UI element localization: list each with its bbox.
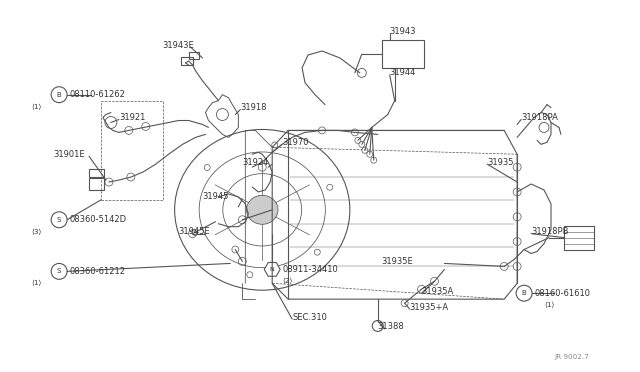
Text: JR 9002.7: JR 9002.7 — [554, 354, 589, 360]
Text: ⟨1⟩: ⟨1⟩ — [31, 103, 42, 110]
Bar — [89, 169, 104, 177]
Text: SEC.310: SEC.310 — [292, 312, 327, 321]
Text: 31945: 31945 — [202, 192, 229, 201]
Text: 31918PA: 31918PA — [521, 113, 558, 122]
Text: 31918: 31918 — [241, 103, 267, 112]
Text: 31935: 31935 — [487, 158, 514, 167]
Text: 31935A: 31935A — [422, 287, 454, 296]
Text: ⟨3⟩: ⟨3⟩ — [31, 228, 42, 235]
Text: 31944: 31944 — [390, 68, 416, 77]
Text: ⟨1⟩: ⟨1⟩ — [31, 280, 42, 286]
Text: 31935E: 31935E — [381, 257, 413, 266]
Bar — [381, 40, 424, 68]
Text: 08360-61212: 08360-61212 — [69, 267, 125, 276]
Text: B: B — [522, 290, 527, 296]
Text: 31943: 31943 — [390, 27, 416, 36]
Bar — [189, 52, 198, 59]
Text: 31970: 31970 — [282, 138, 308, 147]
Text: 31388: 31388 — [378, 323, 404, 331]
Text: B: B — [57, 92, 61, 98]
Text: 08110-61262: 08110-61262 — [69, 90, 125, 99]
Text: 31921: 31921 — [119, 113, 145, 122]
Text: ⟨1⟩: ⟨1⟩ — [544, 302, 554, 308]
Bar — [564, 226, 594, 250]
Ellipse shape — [246, 195, 278, 224]
Bar — [89, 178, 104, 190]
Text: 08911-34410: 08911-34410 — [282, 265, 338, 274]
Text: N: N — [270, 267, 275, 272]
Text: 31943E: 31943E — [163, 41, 195, 49]
Text: S: S — [57, 217, 61, 223]
Text: ⟨2⟩: ⟨2⟩ — [282, 278, 292, 285]
Text: 08360-5142D: 08360-5142D — [69, 215, 126, 224]
Bar — [180, 57, 193, 65]
Text: 31918PB: 31918PB — [531, 227, 568, 236]
Text: S: S — [57, 268, 61, 275]
Text: 08160-61610: 08160-61610 — [534, 289, 590, 298]
Text: 31901E: 31901E — [53, 150, 84, 159]
Text: 31924: 31924 — [243, 158, 269, 167]
Text: 31935+A: 31935+A — [410, 302, 449, 312]
Text: 31945E: 31945E — [179, 227, 211, 236]
